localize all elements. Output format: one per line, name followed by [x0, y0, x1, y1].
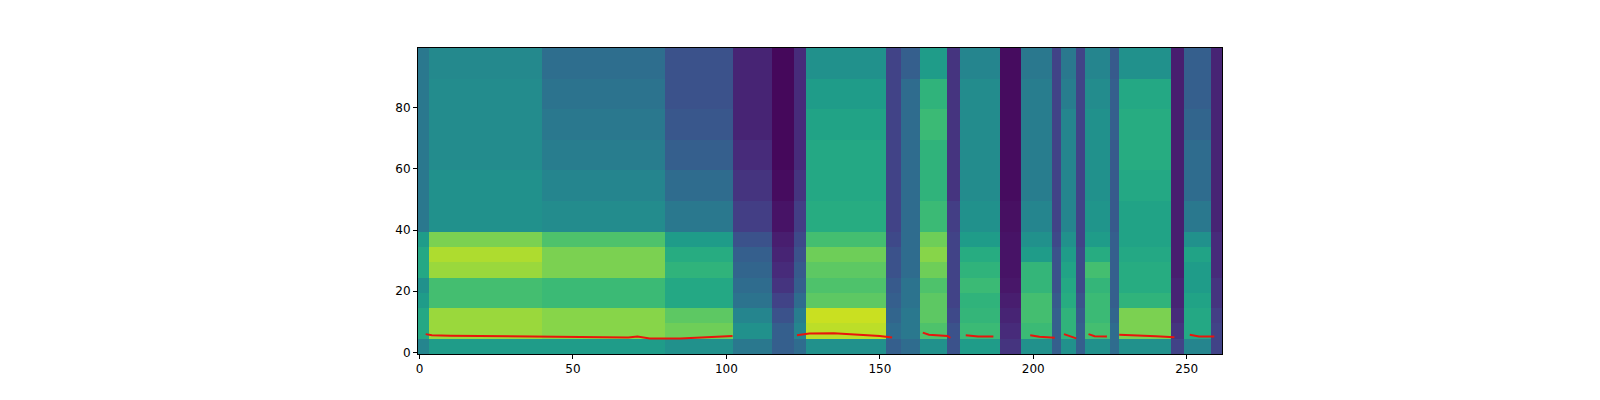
- svg-text:60: 60: [395, 162, 410, 176]
- svg-text:80: 80: [395, 101, 410, 115]
- svg-text:100: 100: [715, 362, 738, 376]
- svg-text:20: 20: [395, 284, 410, 298]
- svg-text:200: 200: [1022, 362, 1045, 376]
- svg-text:250: 250: [1175, 362, 1198, 376]
- svg-text:0: 0: [416, 362, 424, 376]
- svg-text:40: 40: [395, 223, 410, 237]
- svg-text:150: 150: [868, 362, 891, 376]
- svg-text:50: 50: [565, 362, 580, 376]
- svg-text:0: 0: [403, 346, 411, 360]
